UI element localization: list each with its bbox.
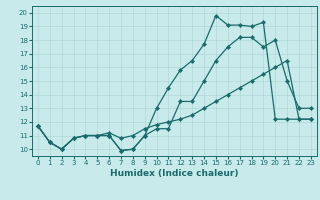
X-axis label: Humidex (Indice chaleur): Humidex (Indice chaleur) (110, 169, 239, 178)
